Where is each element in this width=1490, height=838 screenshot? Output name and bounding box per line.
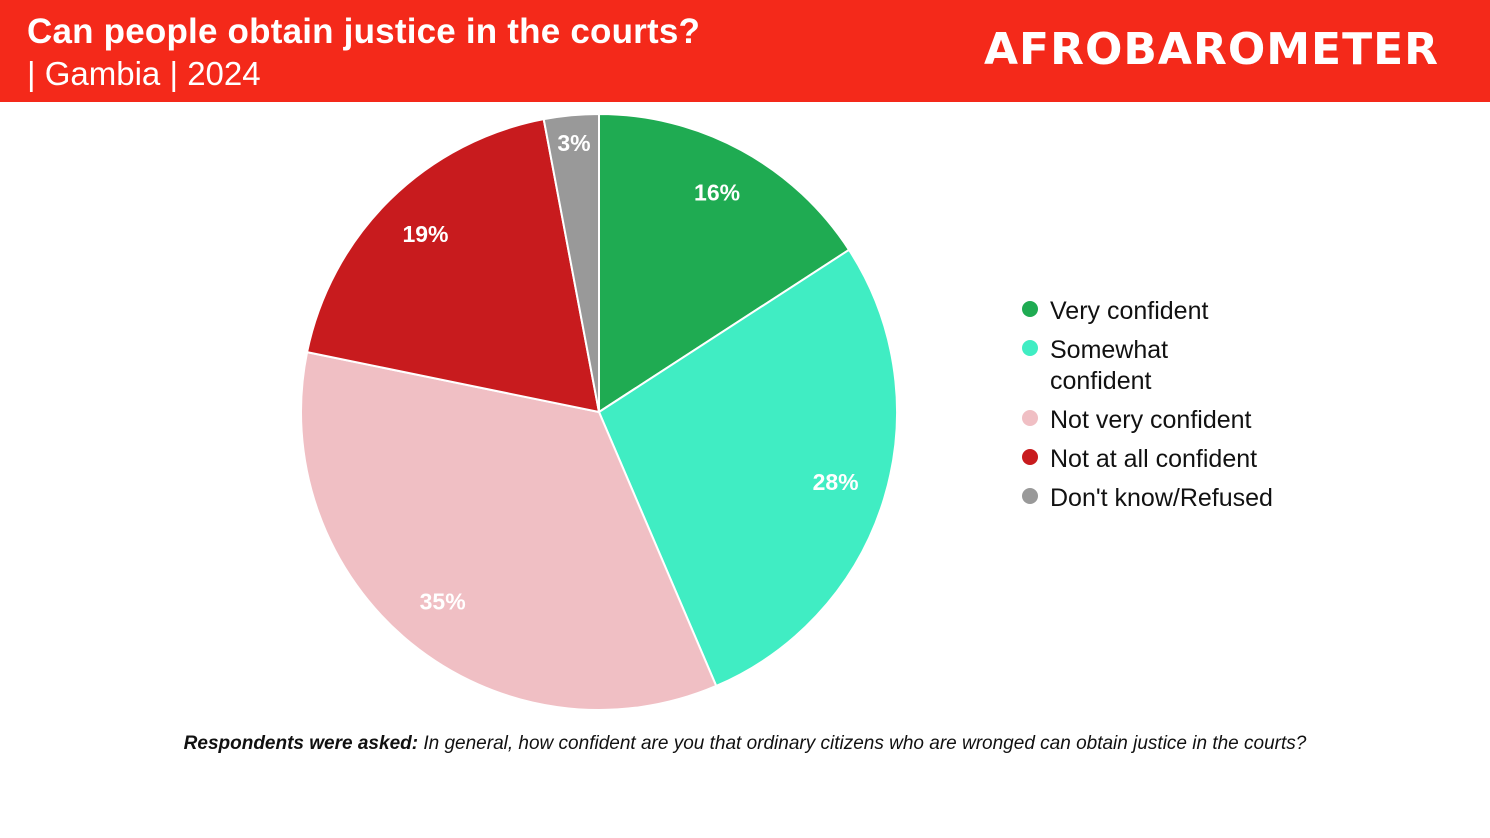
chart-subtitle: | Gambia | 2024 bbox=[27, 55, 261, 92]
legend-label: Not at all confident bbox=[1050, 445, 1258, 473]
pie-slice-very-confident bbox=[598, 112, 851, 414]
pie-slice-somewhat-confident bbox=[597, 248, 898, 688]
logo-text: AFROBAROMETER bbox=[984, 24, 1440, 75]
pie-slice-not-very-confident bbox=[300, 350, 718, 711]
legend-label: Not very confident bbox=[1050, 406, 1252, 434]
legend-swatch bbox=[1022, 410, 1038, 426]
pie-labels: 16% 28% 35% 19% 3% bbox=[402, 130, 858, 615]
pie-chart: 16% 28% 35% 19% 3% bbox=[300, 112, 898, 711]
legend-swatch bbox=[1022, 488, 1038, 504]
afrobarometer-logo: AFROBAROMETER bbox=[984, 24, 1438, 75]
pie-slices bbox=[300, 112, 898, 711]
chart-title: Can people obtain justice in the courts? bbox=[27, 12, 701, 51]
legend-item-not-at-all-confident: Not at all confident bbox=[1022, 444, 1310, 475]
pie-value-label: 3% bbox=[557, 130, 590, 156]
legend-label: Don't know/Refused bbox=[1050, 484, 1273, 512]
legend-item-dont-know-refused: Don't know/Refused bbox=[1022, 483, 1310, 514]
legend-item-not-very-confident: Not very confident bbox=[1022, 405, 1310, 436]
legend: Very confident Somewhat confident Not ve… bbox=[1022, 296, 1310, 522]
footnote: Respondents were asked: In general, how … bbox=[0, 733, 1490, 755]
pie-value-label: 16% bbox=[694, 180, 740, 206]
pie-slice-don-t-know-refused bbox=[542, 112, 600, 413]
footnote-label: Respondents were asked: bbox=[183, 733, 419, 754]
legend-label: Very confident bbox=[1050, 297, 1209, 325]
header-bar: Can people obtain justice in the courts?… bbox=[0, 0, 1490, 102]
footnote-question: In general, how confident are you that o… bbox=[423, 733, 1307, 754]
legend-item-very-confident: Very confident bbox=[1022, 296, 1310, 327]
pie-slice-not-at-all-confident bbox=[305, 118, 601, 414]
legend-swatch bbox=[1022, 340, 1038, 356]
legend-swatch bbox=[1022, 449, 1038, 465]
legend-item-somewhat-confident: Somewhat confident bbox=[1022, 335, 1310, 397]
pie-value-label: 28% bbox=[813, 469, 859, 495]
legend-swatch bbox=[1022, 301, 1038, 317]
legend-label: Somewhat confident bbox=[1050, 336, 1169, 395]
pie-value-label: 19% bbox=[402, 221, 448, 247]
pie-value-label: 35% bbox=[420, 589, 466, 615]
